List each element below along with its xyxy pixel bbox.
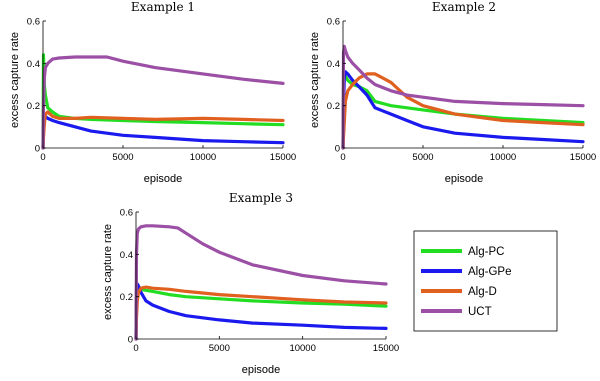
series-line-alg-d xyxy=(341,72,585,150)
y-axis-label: excess capture rate xyxy=(102,224,114,320)
series-line-alg-gpe xyxy=(134,282,388,341)
x-tick-label: 15000 xyxy=(270,152,296,163)
series-line-alg-gpe xyxy=(341,70,585,150)
x-tick-label: 0 xyxy=(133,343,138,354)
y-tick-label: 0 xyxy=(335,144,340,155)
chart-example-3: Example 3 episode excess capture rate 0 5… xyxy=(102,191,399,376)
x-tick-label: 5000 xyxy=(112,152,133,163)
chart-title: Example 3 xyxy=(229,191,293,205)
y-tick-label: 0.2 xyxy=(327,101,340,112)
x-tick-label: 15000 xyxy=(570,152,596,163)
y-tick-label: 0 xyxy=(35,144,40,155)
y-axis-label: excess capture rate xyxy=(309,32,321,128)
x-tick-label: 10000 xyxy=(490,152,516,163)
legend-label-alg-gpe: Alg-GPe xyxy=(468,266,511,278)
chart-title: Example 2 xyxy=(432,0,496,14)
y-tick-label: 0.6 xyxy=(27,17,40,28)
x-axis-label: episode xyxy=(242,364,281,376)
y-tick-label: 0 xyxy=(128,335,133,346)
legend-label-alg-pc: Alg-PC xyxy=(468,246,504,258)
y-tick-label: 0.4 xyxy=(120,250,133,261)
y-tick-label: 0.6 xyxy=(327,17,340,28)
series-line-uct xyxy=(341,44,585,150)
x-tick-label: 5000 xyxy=(209,343,230,354)
chart-title: Example 1 xyxy=(131,0,195,14)
legend: Alg-PC Alg-GPe Alg-D UCT xyxy=(413,230,558,332)
legend-box xyxy=(413,230,558,332)
chart-example-1: Example 1 episode excess capture rate 0 5… xyxy=(9,0,296,185)
legend-label-alg-d: Alg-D xyxy=(468,286,497,298)
x-tick-label: 5000 xyxy=(412,152,433,163)
y-tick-label: 0.6 xyxy=(120,208,133,219)
legend-label-uct: UCT xyxy=(468,306,492,318)
x-axis-label: episode xyxy=(445,173,484,185)
x-axis-label: episode xyxy=(144,173,183,185)
x-tick-label: 15000 xyxy=(373,343,399,354)
y-tick-label: 0.2 xyxy=(120,292,133,303)
x-tick-label: 10000 xyxy=(190,152,216,163)
y-tick-label: 0.2 xyxy=(27,101,40,112)
x-tick-label: 10000 xyxy=(289,343,315,354)
series-line-uct xyxy=(41,55,285,150)
y-tick-label: 0.4 xyxy=(27,59,40,70)
x-tick-label: 0 xyxy=(340,152,345,163)
x-tick-label: 0 xyxy=(40,152,45,163)
y-tick-label: 0.4 xyxy=(327,59,340,70)
y-axis-label: excess capture rate xyxy=(9,32,21,128)
series-line-uct xyxy=(134,224,388,341)
chart-example-2: Example 2 episode excess capture rate 0 5… xyxy=(309,0,596,185)
